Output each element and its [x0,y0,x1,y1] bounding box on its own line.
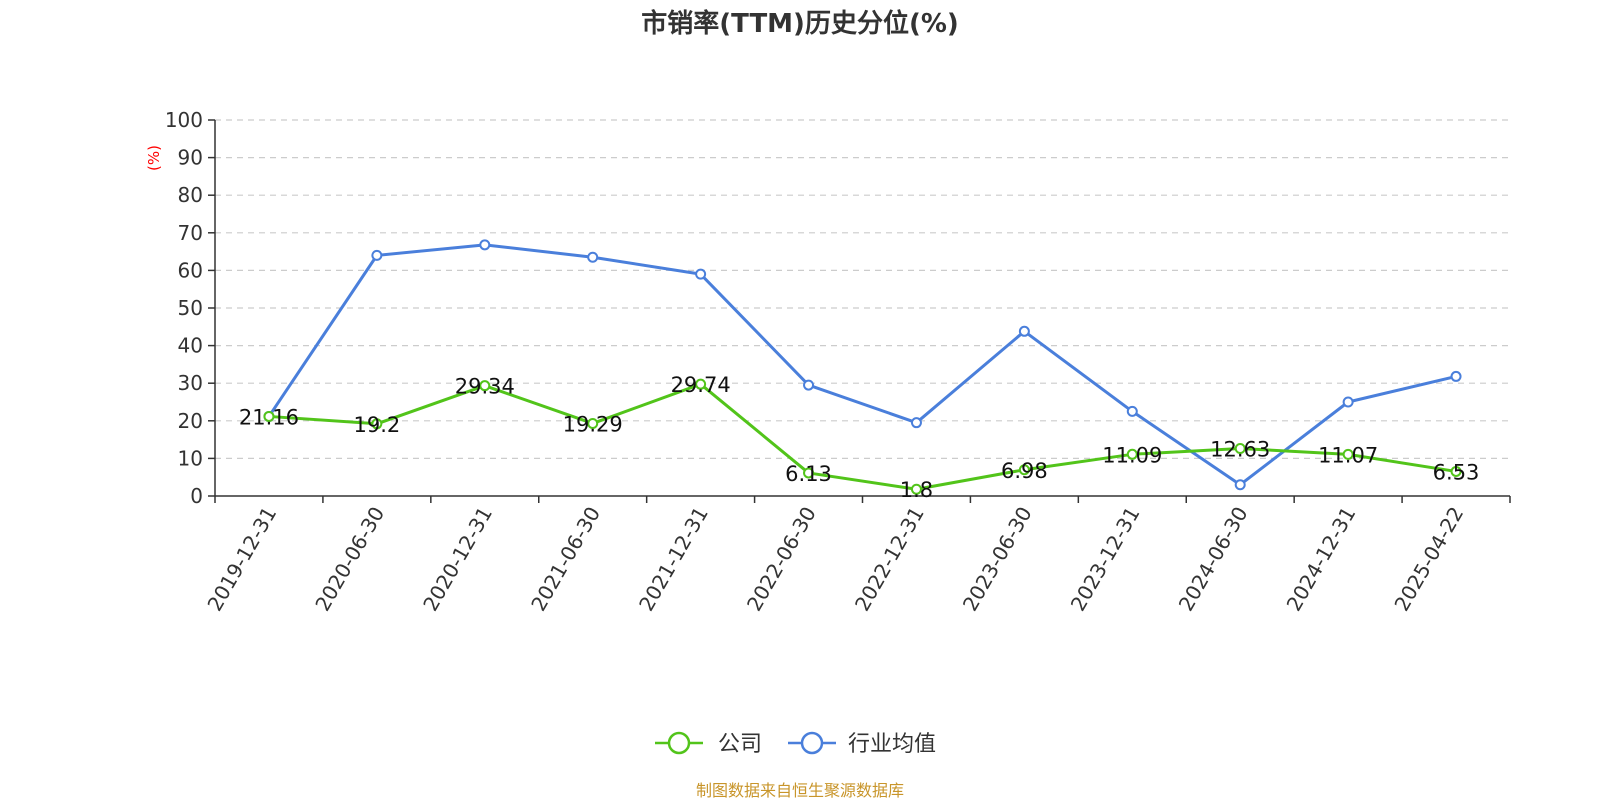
x-tick-label-9: 2024-06-30 [1174,503,1253,616]
legend-item-1[interactable]: 行业均值 [788,731,936,757]
series-0-point-1 [371,418,383,430]
data-label-2: 29.34 [455,375,515,399]
series-0-point-7 [1018,464,1030,476]
x-tick-label-6: 2022-12-31 [850,502,929,615]
y-axis-label: (%) [145,145,163,171]
x-tick-label-5: 2022-06-30 [742,503,821,616]
y-tick-label-0: 0 [190,484,203,508]
series-0-point-5 [803,467,815,479]
y-tick-label-10: 10 [178,446,203,470]
chart-title: 市销率(TTM)历史分位(%) [641,8,959,39]
series-0-point-10 [1342,448,1354,460]
x-tick-label-10: 2024-12-31 [1282,503,1361,616]
y-tick-label-40: 40 [178,334,203,358]
data-label-1: 19.2 [353,413,400,437]
series-1-point-8 [1126,405,1138,417]
data-label-6: 1.8 [900,478,933,502]
series-line-0 [268,382,1457,491]
x-tick-label-2: 2020-12-31 [418,502,497,615]
series-1-point-9 [1234,479,1246,491]
y-tick-label-100: 100 [165,108,203,132]
legend[interactable]: 公司 行业均值 [655,731,936,757]
series-0-point-2 [479,380,491,392]
series-1-point-5 [803,379,815,391]
legend-item-0[interactable]: 公司 [655,731,762,757]
axis-layer: 0 10 20 30 40 50 60 70 80 90 100 2019-12-31 2020-06-… [165,108,1511,616]
y-tick-label-80: 80 [178,183,203,207]
x-tick-label-8: 2023-12-31 [1066,503,1145,616]
legend-marker-0 [667,731,691,755]
series-0-point-11 [1450,465,1462,477]
series-1-point-4 [695,268,707,280]
y-tick-label-50: 50 [178,296,203,320]
series-0-point-9 [1234,443,1246,455]
data-label-10: 11.07 [1318,443,1378,467]
x-tick-label-1: 2020-06-30 [310,503,389,616]
series-1-point-6 [910,417,922,429]
legend-marker-1 [800,731,824,755]
series-1-point-11 [1450,370,1462,382]
data-label-4: 29.74 [671,373,731,397]
series-0-point-8 [1126,448,1138,460]
y-tick-label-30: 30 [178,371,203,395]
series-1-point-10 [1342,396,1354,408]
legend-label-1: 行业均值 [848,732,936,757]
data-label-0: 21.16 [239,405,299,429]
y-tick-label-70: 70 [178,221,203,245]
source-note: 制图数据来自恒生聚源数据库 [696,781,904,800]
legend-label-0: 公司 [718,732,762,757]
series-0-point-3 [587,417,599,429]
series-layer [263,239,1462,495]
data-label-11: 6.53 [1433,460,1480,484]
series-1-point-2 [479,239,491,251]
data-label-8: 11.09 [1102,443,1162,467]
x-tick-label-4: 2021-12-31 [634,503,713,616]
x-tick-label-7: 2023-06-30 [958,503,1037,616]
series-1-point-3 [587,251,599,263]
grid-layer [215,119,1510,459]
x-tick-label-3: 2021-06-30 [526,503,605,616]
x-tick-label-11: 2025-04-22 [1389,503,1468,616]
data-label-7: 6.98 [1001,459,1048,483]
series-0-point-6 [910,483,922,495]
series-1-point-1 [371,249,383,261]
series-line-1 [267,243,1457,487]
data-label-5: 6.13 [785,462,832,486]
y-tick-label-90: 90 [178,146,203,170]
data-label-9: 12.63 [1210,438,1270,462]
data-label-3: 19.29 [563,412,623,436]
x-tick-label-0: 2019-12-31 [202,503,281,616]
y-tick-label-20: 20 [178,409,203,433]
y-tick-label-60: 60 [178,258,203,282]
series-1-point-7 [1018,325,1030,337]
series-0-point-4 [695,378,707,390]
label-layer: 21.16 19.2 29.34 19.29 29.74 6.13 1.8 6.98 11.09… [239,373,1480,502]
series-0-point-0 [263,410,275,422]
